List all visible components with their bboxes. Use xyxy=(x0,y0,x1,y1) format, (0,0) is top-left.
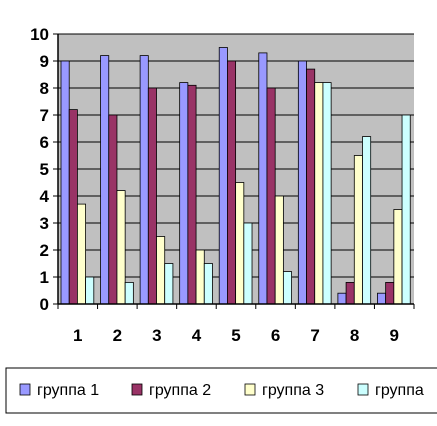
bar-cat-3-series-4 xyxy=(164,263,174,305)
y-axis-ticks: 0 1 2 3 4 5 6 7 8 9 10 xyxy=(30,25,58,314)
bar-cat-2-series-2 xyxy=(108,114,118,305)
bar-cat-5-series-4 xyxy=(243,222,253,305)
bar-cat-4-series-1 xyxy=(179,82,189,305)
bar-cat-7-series-3 xyxy=(314,82,324,305)
bar-cat-6-series-1 xyxy=(258,52,268,305)
x-tick-label: 1 xyxy=(73,326,82,345)
x-tick-label: 6 xyxy=(271,326,280,345)
x-tick-label: 2 xyxy=(113,326,122,345)
bar-cat-2-series-1 xyxy=(100,55,110,305)
bar-cat-4-series-2 xyxy=(187,84,197,305)
legend-items: группа 1 группа 2 группа 3 группа xyxy=(19,382,424,399)
bar-cat-1-series-1 xyxy=(60,60,70,305)
bar-cat-2-series-3 xyxy=(116,190,126,305)
bar-cat-6-series-2 xyxy=(266,87,276,305)
legend: группа 1 группа 2 группа 3 группа xyxy=(5,367,437,414)
bar-cat-5-series-3 xyxy=(235,182,245,305)
x-tick-label: 7 xyxy=(310,326,319,345)
x-tick-label: 3 xyxy=(152,326,161,345)
bar-cat-2-series-4 xyxy=(124,281,134,305)
bar-cat-8-series-4 xyxy=(362,136,372,305)
bar-cat-9-series-4 xyxy=(401,114,411,305)
bar-cat-3-series-1 xyxy=(139,55,149,305)
legend-swatch-4 xyxy=(357,383,369,396)
y-tick-label: 0 xyxy=(40,295,49,314)
y-tick-label: 2 xyxy=(40,241,49,260)
bar-cat-7-series-2 xyxy=(306,68,316,305)
bar-cat-5-series-1 xyxy=(218,47,228,305)
y-tick-label: 4 xyxy=(40,187,50,206)
legend-swatch-1 xyxy=(19,383,31,396)
legend-swatch-2 xyxy=(131,383,143,396)
bar-cat-8-series-1 xyxy=(337,292,347,305)
bar-cat-7-series-1 xyxy=(297,60,307,305)
x-tick-label: 4 xyxy=(192,326,202,345)
bar-cat-4-series-3 xyxy=(195,249,205,305)
bar-cat-1-series-2 xyxy=(68,109,78,305)
x-tick-label: 5 xyxy=(231,326,240,345)
x-axis-ticks: 1 2 3 4 5 6 7 8 9 xyxy=(57,304,415,345)
y-tick-label: 6 xyxy=(40,133,49,152)
bar-cat-5-series-2 xyxy=(227,60,237,305)
bar-cat-9-series-1 xyxy=(377,292,387,305)
bar-cat-8-series-3 xyxy=(353,155,363,305)
bar-cat-6-series-4 xyxy=(282,271,292,305)
y-tick-label: 8 xyxy=(40,79,49,98)
legend-label-1: группа 1 xyxy=(37,382,99,399)
y-tick-label: 3 xyxy=(40,214,49,233)
legend-swatch-3 xyxy=(244,383,256,396)
bar-cat-9-series-2 xyxy=(385,281,395,305)
bar-cat-3-series-2 xyxy=(147,87,157,305)
legend-label-3: группа 3 xyxy=(262,382,324,399)
x-tick-label: 8 xyxy=(350,326,359,345)
legend-label-4: группа xyxy=(375,382,424,399)
y-tick-label: 5 xyxy=(40,160,49,179)
bar-cat-8-series-2 xyxy=(345,281,355,305)
legend-label-2: группа 2 xyxy=(149,382,211,399)
y-tick-label: 7 xyxy=(40,106,49,125)
x-tick-label: 9 xyxy=(389,326,398,345)
bar-cat-9-series-3 xyxy=(393,209,403,305)
y-tick-label: 9 xyxy=(40,52,49,71)
y-tick-label: 10 xyxy=(30,25,49,44)
bar-cat-4-series-4 xyxy=(203,263,213,305)
bar-cat-1-series-3 xyxy=(77,203,87,305)
y-tick-label: 1 xyxy=(40,268,49,287)
bar-cat-1-series-4 xyxy=(85,276,95,305)
bar-cat-3-series-3 xyxy=(156,236,166,305)
bar-cat-7-series-4 xyxy=(322,82,332,305)
bar-cat-6-series-3 xyxy=(274,195,284,305)
